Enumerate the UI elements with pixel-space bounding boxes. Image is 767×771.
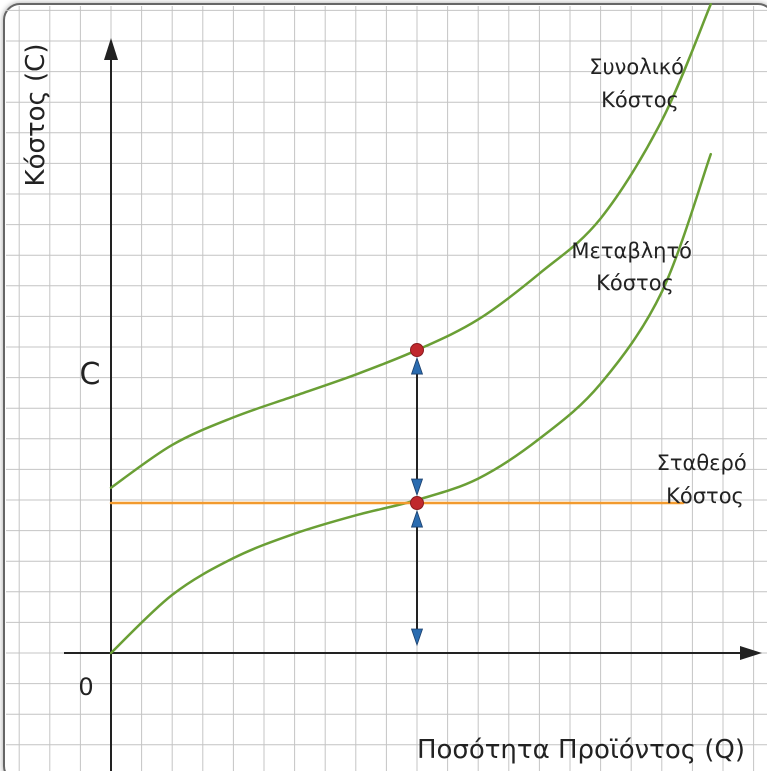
chart-frame bbox=[4, 4, 767, 771]
origin-label: 0 bbox=[78, 673, 93, 701]
y-marker-label: C bbox=[80, 357, 101, 392]
x-axis-label: Ποσότητα Προϊόντος (Q) bbox=[417, 735, 745, 765]
y-axis-label: Κόστος (C) bbox=[21, 44, 51, 187]
intersection-marker bbox=[411, 497, 424, 510]
intersection-marker bbox=[411, 344, 424, 357]
